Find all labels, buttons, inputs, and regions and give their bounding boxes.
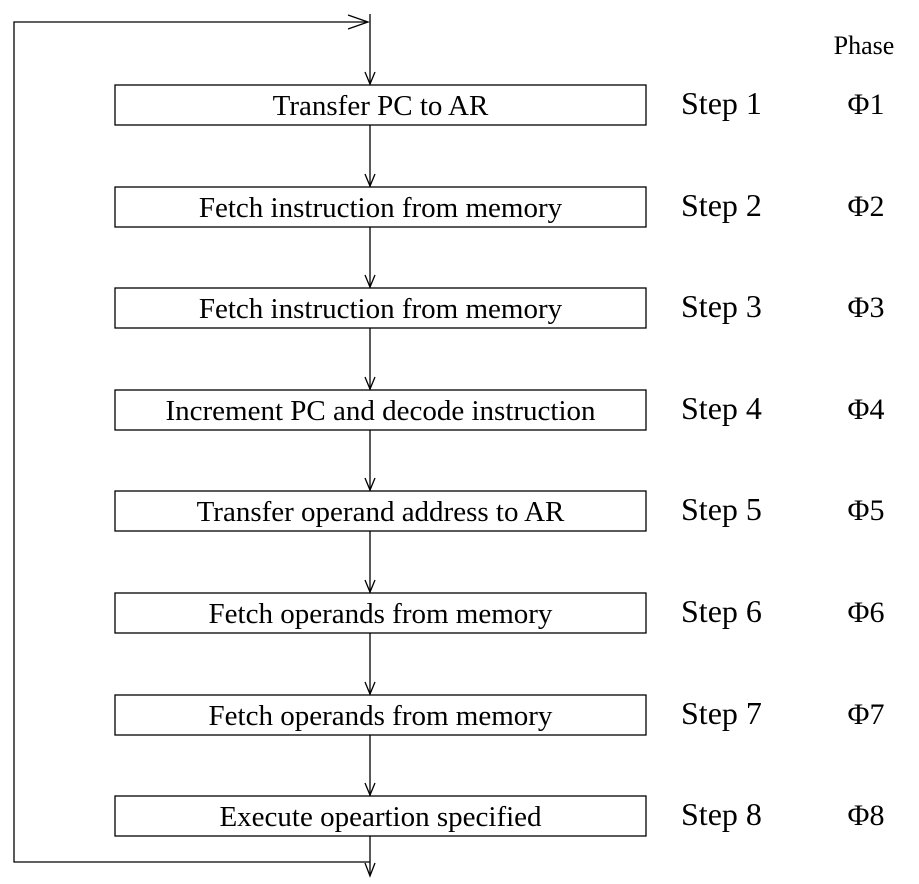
arrow-out-of-last-step [364, 836, 376, 878]
step-6-box [114, 592, 647, 634]
step-rows: Transfer PC to AR Step 1 Φ1 Fetch instructi… [114, 84, 885, 837]
arrow-into-step-7 [364, 633, 376, 696]
step-5-box [114, 490, 647, 532]
arrowhead-icon [364, 782, 376, 797]
step-8-box [114, 795, 647, 837]
arrowhead-icon [364, 477, 376, 492]
step-7-phase-label: Φ7 [848, 698, 885, 731]
step-6-number-label: Step 6 [681, 593, 762, 629]
step-3-phase-label: Φ3 [848, 291, 885, 324]
arrow-into-step-3 [364, 227, 376, 289]
step-row-8: Execute opeartion specified Step 8 Φ8 [114, 795, 885, 837]
step-3-action-label: Fetch instruction from memory [199, 293, 563, 325]
arrowhead-icon [364, 862, 376, 878]
step-2-box [114, 186, 647, 228]
arrowhead-icon [364, 579, 376, 594]
arrow-into-step-8 [364, 735, 376, 797]
feedback-loop [13, 14, 370, 863]
step-1-number-label: Step 1 [681, 85, 762, 121]
step-4-phase-label: Φ4 [848, 393, 885, 426]
arrow-into-step-5 [364, 430, 376, 492]
step-row-3: Fetch instruction from memory Step 3 Φ3 [114, 287, 885, 329]
step-5-action-label: Transfer operand address to AR [197, 496, 565, 528]
arrow-into-step-6 [364, 531, 376, 594]
step-6-action-label: Fetch operands from memory [209, 598, 553, 630]
step-8-phase-label: Φ8 [848, 799, 885, 832]
step-4-number-label: Step 4 [681, 390, 762, 426]
step-row-6: Fetch operands from memory Step 6 Φ6 [114, 592, 885, 634]
step-1-action-label: Transfer PC to AR [273, 90, 489, 122]
arrow-into-step-2 [364, 125, 376, 188]
step-1-phase-label: Φ1 [848, 88, 885, 121]
arrowhead-icon [364, 274, 376, 289]
step-6-phase-label: Φ6 [848, 596, 885, 629]
step-3-number-label: Step 3 [681, 288, 762, 324]
flow-connectors [364, 14, 376, 878]
loop-return-path [13, 21, 370, 863]
step-row-2: Fetch instruction from memory Step 2 Φ2 [114, 186, 885, 228]
loop-arrowhead-icon [347, 14, 370, 30]
step-5-number-label: Step 5 [681, 491, 762, 527]
phase-column-header: Phase [834, 31, 895, 60]
arrow-into-step-1 [364, 14, 376, 86]
arrowhead-icon [364, 376, 376, 391]
arrowhead-icon [364, 71, 376, 86]
step-5-phase-label: Φ5 [848, 494, 885, 527]
step-8-number-label: Step 8 [681, 796, 762, 832]
step-7-number-label: Step 7 [681, 695, 762, 731]
step-2-number-label: Step 2 [681, 187, 762, 223]
step-7-action-label: Fetch operands from memory [209, 700, 553, 732]
arrowhead-icon [364, 681, 376, 696]
step-row-5: Transfer operand address to AR Step 5 Φ5 [114, 490, 885, 532]
step-4-box [114, 389, 647, 431]
step-2-phase-label: Φ2 [848, 190, 885, 223]
step-row-4: Increment PC and decode instruction Step … [114, 389, 885, 431]
step-7-box [114, 694, 647, 736]
step-8-action-label: Execute opeartion specified [219, 801, 542, 833]
step-row-7: Fetch operands from memory Step 7 Φ7 [114, 694, 885, 736]
step-2-action-label: Fetch instruction from memory [199, 192, 563, 224]
step-4-action-label: Increment PC and decode instruction [165, 395, 596, 427]
step-1-box [114, 84, 647, 126]
step-3-box [114, 287, 647, 329]
arrow-into-step-4 [364, 328, 376, 391]
arrowhead-icon [364, 173, 376, 188]
step-row-1: Transfer PC to AR Step 1 Φ1 [114, 84, 885, 126]
